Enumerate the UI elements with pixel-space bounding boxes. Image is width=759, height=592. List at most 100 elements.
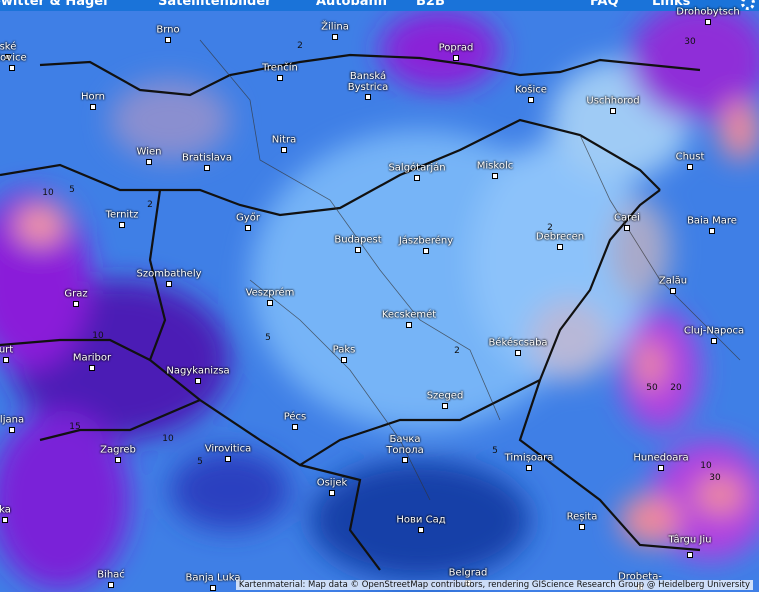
place-marker (528, 97, 534, 103)
place-marker (292, 424, 298, 430)
place-marker (365, 94, 371, 100)
contour-label: 2 (547, 223, 553, 233)
contour-label: 5 (69, 185, 75, 195)
place-marker (709, 228, 715, 234)
settings-icon[interactable] (741, 0, 755, 10)
place-label: Cluj-Napoca (683, 325, 745, 337)
place-marker (624, 225, 630, 231)
place-marker (355, 247, 361, 253)
place-label: Osijek (316, 477, 348, 489)
place-marker (341, 357, 347, 363)
contour-label: 5 (492, 446, 498, 456)
contour-label: 10 (42, 188, 54, 198)
place-label: Zagreb (100, 444, 136, 456)
place-marker (515, 350, 521, 356)
place-marker (210, 585, 216, 591)
contour-label: 2 (297, 41, 303, 51)
place-marker (277, 75, 283, 81)
place-label: Drohobytsch (676, 6, 740, 18)
place-marker (245, 225, 251, 231)
place-marker (119, 222, 125, 228)
place-label: Nagykanizsa (166, 365, 230, 377)
nav-link[interactable]: ewitter & Hagel (0, 0, 108, 9)
place-marker (3, 357, 9, 363)
place-label: Miskolc (476, 160, 514, 172)
place-marker (281, 147, 287, 153)
place-label: Budapest (334, 234, 382, 246)
place-label: Нови Сад (396, 514, 446, 526)
place-marker (204, 165, 210, 171)
place-marker (557, 244, 563, 250)
place-label: Chust (675, 151, 705, 163)
place-label: Banja Luka (185, 572, 241, 584)
place-label: Nitra (271, 134, 297, 146)
place-marker (492, 173, 498, 179)
place-label: ljana (0, 414, 25, 426)
place-marker (225, 456, 231, 462)
place-label: Békéscsaba (488, 337, 548, 349)
place-label: Bratislava (182, 152, 232, 164)
contour-label: 5 (197, 457, 203, 467)
contour-label: 30 (684, 37, 696, 47)
nav-link[interactable]: Autobahn (316, 0, 388, 9)
place-marker (579, 524, 585, 530)
place-marker (687, 552, 693, 558)
place-marker (195, 378, 201, 384)
contour-label: 5 (265, 333, 271, 343)
place-marker (711, 338, 717, 344)
nav-link[interactable]: B2B (416, 0, 445, 9)
place-marker (414, 175, 420, 181)
place-marker (166, 281, 172, 287)
place-marker (329, 490, 335, 496)
place-label: Veszprém (245, 287, 295, 299)
place-marker (267, 300, 273, 306)
place-label: Maribor (72, 352, 112, 364)
place-label: Debrecen (535, 231, 585, 243)
place-label: Banská Bystrica (347, 71, 389, 93)
place-marker (2, 517, 8, 523)
place-marker (687, 164, 693, 170)
attribution: Kartenmaterial: Map data © OpenStreetMap… (235, 580, 753, 590)
nav-link[interactable]: FAQ (590, 0, 619, 9)
place-label: Wien (136, 146, 162, 158)
place-label: Jászberény (398, 235, 454, 247)
contour-label: 30 (709, 473, 721, 483)
place-label: lovice (0, 52, 27, 64)
place-label: Žilina (321, 21, 349, 33)
contour-label: 2 (454, 346, 460, 356)
contour-label: 10 (700, 461, 712, 471)
place-marker (9, 65, 15, 71)
place-marker (5, 54, 11, 60)
place-label: Paks (332, 344, 356, 356)
place-label: Virovitica (204, 443, 252, 455)
nav-bar: ewitter & Hagel Satellitenbilder Autobahn B… (0, 0, 759, 11)
place-label: Drobeta- (618, 571, 662, 583)
place-marker (115, 457, 121, 463)
place-marker (146, 159, 152, 165)
place-label: Belgrad (448, 567, 488, 579)
place-label: urt (0, 344, 14, 356)
place-label: Hunedoara (633, 452, 689, 464)
place-marker (442, 403, 448, 409)
place-marker (418, 527, 424, 533)
place-marker (406, 322, 412, 328)
place-marker (526, 465, 532, 471)
nav-link[interactable]: Links (652, 0, 691, 9)
place-label: Poprad (438, 42, 474, 54)
place-label: Szeged (426, 390, 464, 402)
place-marker (332, 34, 338, 40)
place-label: Бачка Топола (386, 434, 424, 456)
place-label: Reșita (566, 511, 598, 523)
place-label: Târgu Jiu (668, 534, 712, 546)
place-label: Szombathely (136, 268, 202, 280)
place-marker (610, 108, 616, 114)
place-label: ské (0, 41, 17, 53)
nav-link[interactable]: Satellitenbilder (158, 0, 272, 9)
place-marker (423, 248, 429, 254)
place-label: Trenčín (262, 62, 298, 74)
place-marker (705, 19, 711, 25)
place-label: Ternitz (105, 209, 139, 221)
contour-label: 2 (147, 200, 153, 210)
